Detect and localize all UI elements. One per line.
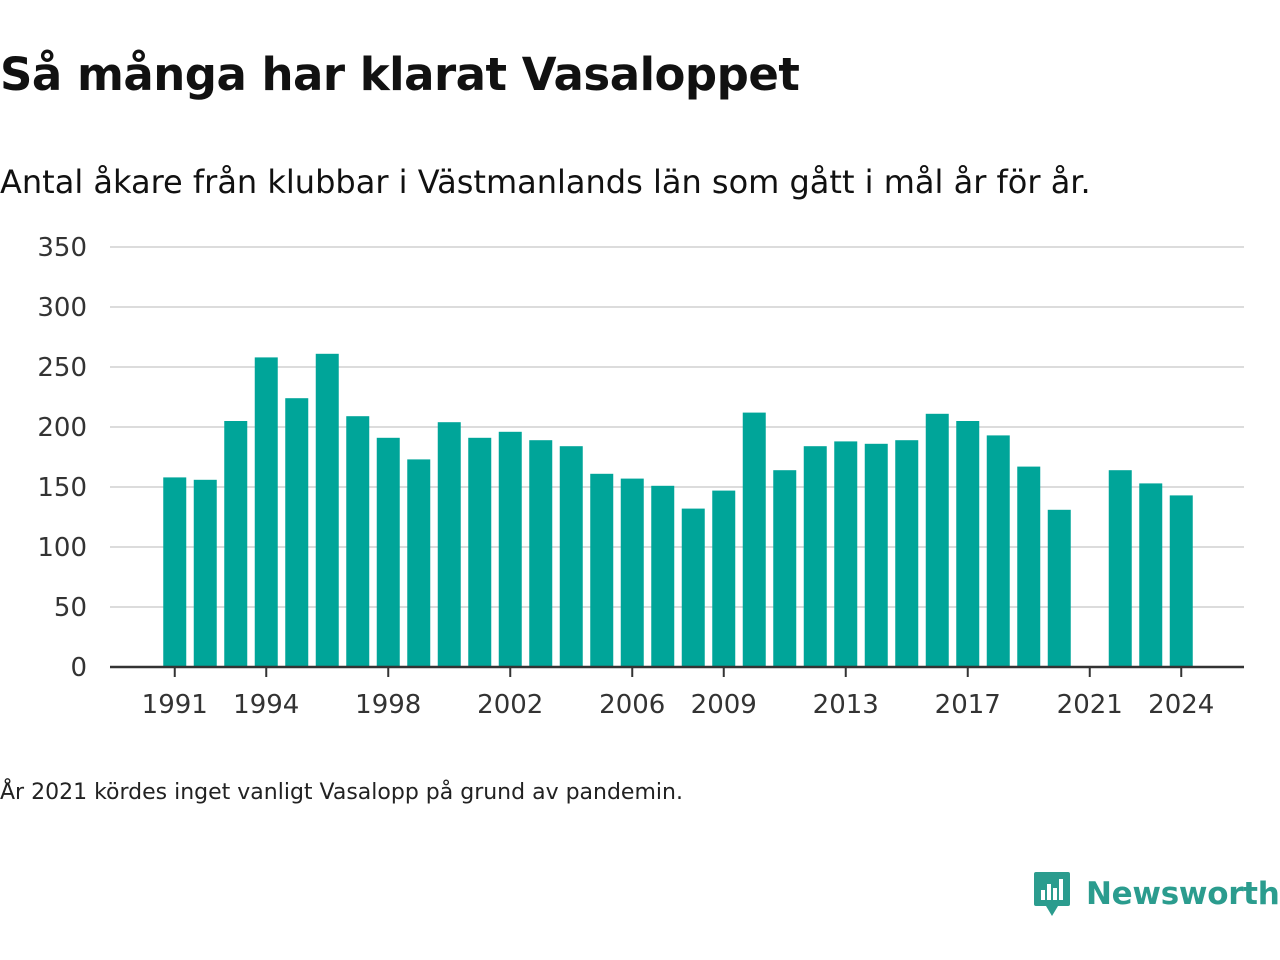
bar-1996 [315,353,339,667]
bar-2003 [529,440,553,667]
x-tick-label: 2006 [599,690,665,720]
chart-title: Så många har klarat Vasaloppet [0,48,800,101]
bar-1991 [163,477,187,667]
gridlines [110,246,1244,608]
x-tick-label: 1994 [233,690,299,720]
x-tick-label: 1991 [142,690,208,720]
bar-2008 [681,508,705,667]
x-tick-label: 2009 [691,690,757,720]
bar-2020 [1047,509,1071,667]
bar-2009 [712,490,736,667]
x-tick-label: 2013 [813,690,879,720]
bar-2000 [437,422,461,667]
bar-2011 [773,470,797,667]
bar-2024 [1169,495,1193,667]
bar-1994 [254,357,278,667]
bar-2012 [803,446,827,667]
x-axis-ticks: 1991 1994 1998 2002 2006 2009 2013 2017 2021 2024 [142,667,1214,720]
chart-subtitle: Antal åkare från klubbar i Västmanlands … [0,163,1091,201]
y-axis-ticks: 0 50 100 150 200 250 300 350 [37,233,87,683]
bar-2023 [1139,483,1163,667]
y-tick-label: 200 [37,413,87,443]
x-tick-label: 2017 [935,690,1001,720]
bar-1999 [407,459,431,667]
bar-2017 [956,421,980,667]
y-tick-label: 100 [37,533,87,563]
bar-2004 [559,446,583,667]
y-tick-label: 150 [37,473,87,503]
y-tick-label: 300 [37,293,87,323]
bar-2010 [742,412,766,667]
bar-2002 [498,431,522,667]
bar-2018 [986,435,1010,667]
bar-2016 [925,413,949,667]
brand-logo: Newsworthy [1032,870,1280,918]
bar-2019 [1017,466,1041,667]
x-tick-label: 2002 [477,690,543,720]
bar-1992 [193,479,217,667]
bars [163,353,1193,667]
y-tick-label: 0 [70,653,87,683]
bar-2001 [468,437,492,667]
bar-1998 [376,437,400,667]
x-tick-label: 1998 [355,690,421,720]
bar-2007 [651,485,675,667]
y-tick-label: 50 [54,593,87,623]
bar-1995 [285,398,309,667]
bar-2006 [620,478,644,667]
bar-2022 [1108,470,1132,667]
y-tick-label: 250 [37,353,87,383]
x-tick-label: 2024 [1148,690,1214,720]
x-tick-label: 2021 [1057,690,1123,720]
y-tick-label: 350 [37,233,87,263]
bar-2005 [590,473,614,667]
bar-1997 [346,416,370,667]
bar-1993 [224,421,248,667]
bar-2013 [834,441,858,667]
bar-chart: 0 50 100 150 200 250 300 350 1991 1994 1998 2002 20… [37,233,1244,720]
brand-name: Newsworthy [1086,876,1280,912]
footnote: År 2021 kördes inget vanligt Vasalopp på… [0,780,683,805]
bar-2015 [895,440,919,667]
bar-2014 [864,443,888,667]
newsworthy-logo-icon [1034,872,1070,916]
